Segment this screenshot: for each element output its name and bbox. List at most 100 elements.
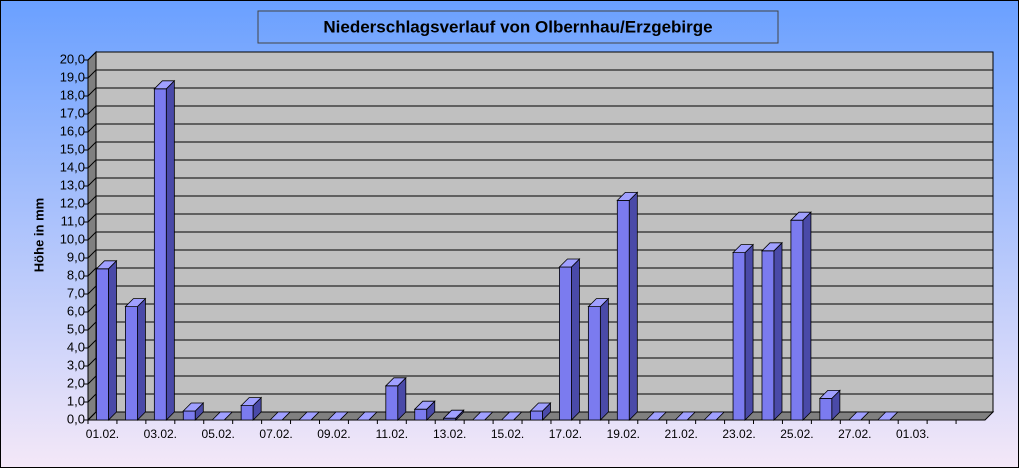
x-tick-label: 01.02.: [86, 427, 119, 441]
bar-front: [790, 219, 804, 421]
bar-top: [153, 80, 176, 90]
bar-side: [744, 243, 754, 421]
bar-front: [385, 385, 399, 421]
bar: [645, 411, 668, 421]
bar: [616, 191, 639, 421]
x-tick-label: 19.02.: [607, 427, 640, 441]
bar-top: [240, 397, 263, 407]
grid-line: [87, 213, 97, 223]
grid-line: [87, 87, 97, 97]
bar-top: [182, 402, 205, 412]
x-tick-label: 13.02.: [433, 427, 466, 441]
bar-top: [471, 411, 494, 421]
grid-line: [87, 339, 97, 349]
grid-line: [87, 123, 97, 133]
bar-top: [529, 402, 552, 412]
y-tick-label: 17,0: [60, 105, 85, 120]
bar-front: [732, 252, 746, 421]
bar-top: [616, 191, 639, 201]
y-tick-label: 4,0: [67, 339, 85, 354]
bar-top: [645, 411, 668, 421]
bar-front: [530, 410, 543, 421]
bar: [847, 411, 870, 421]
grid-line: [87, 375, 97, 385]
bar-front: [819, 397, 833, 421]
bar-front: [240, 405, 254, 421]
y-tick-label: 7,0: [67, 285, 85, 300]
grid-line: [87, 357, 97, 367]
x-tick-label: 01.03.: [896, 427, 929, 441]
grid-line: [87, 177, 97, 187]
bar: [876, 411, 899, 421]
y-axis-label: Höhe in mm: [31, 198, 46, 272]
grid-line: [87, 303, 97, 313]
grid-line: [87, 231, 97, 241]
bar: [298, 411, 320, 421]
bar-top: [269, 411, 292, 421]
bar-front: [125, 306, 138, 421]
bar: [442, 409, 465, 421]
bar-top: [558, 258, 581, 268]
bar-top: [355, 411, 378, 421]
bar-top: [674, 411, 697, 421]
grid-line: [87, 411, 97, 421]
bar-front: [761, 250, 775, 421]
bar: [413, 400, 436, 421]
bar-top: [500, 411, 523, 421]
bar-top: [847, 411, 870, 421]
bar-top: [211, 411, 234, 421]
bar: [153, 79, 176, 421]
bar-top: [124, 298, 147, 308]
bar-top: [413, 400, 436, 410]
bar-side: [108, 259, 117, 421]
y-tick-label: 3,0: [67, 357, 85, 372]
bar-top: [732, 244, 755, 254]
bar: [703, 411, 726, 421]
bar-front: [153, 88, 167, 421]
y-tick-label: 1,0: [67, 393, 85, 408]
bar: [732, 243, 755, 421]
bar: [269, 411, 292, 421]
bar: [587, 297, 610, 421]
x-tick-label: 23.02.: [722, 427, 755, 441]
bar: [182, 402, 205, 421]
bar-side: [571, 258, 580, 421]
bar-front: [182, 410, 196, 421]
bar-front: [559, 266, 572, 421]
bar-top: [703, 411, 726, 421]
bar-top: [95, 260, 118, 270]
bar-top: [326, 411, 349, 421]
bar-top: [384, 377, 407, 387]
bar-front: [587, 306, 601, 421]
x-tick-label: 27.02.: [838, 427, 871, 441]
bar-top: [298, 411, 320, 421]
bar-side: [628, 191, 638, 421]
grid-line: [87, 285, 97, 295]
x-tick-label: 07.02.: [259, 427, 292, 441]
x-tick-label: 03.02.: [144, 427, 177, 441]
bar: [240, 396, 263, 421]
y-tick-label: 18,0: [60, 87, 85, 102]
bar-top: [818, 389, 841, 399]
bar-side: [165, 79, 175, 421]
bar-side: [773, 241, 783, 421]
bar: [529, 402, 552, 421]
bar: [326, 411, 349, 421]
bar: [95, 259, 118, 421]
bar: [384, 376, 407, 421]
grid-line: [87, 195, 97, 205]
x-tick-label: 11.02.: [376, 427, 408, 441]
bar-top: [442, 409, 465, 419]
bar-top: [587, 298, 610, 308]
grid-line: [87, 69, 97, 79]
bar: [818, 389, 841, 421]
grid-line: [87, 267, 97, 277]
y-tick-label: 6,0: [67, 303, 85, 318]
y-tick-label: 12,0: [60, 195, 85, 210]
x-tick-label: 09.02.: [317, 427, 350, 441]
x-tick-label: 25.02.: [780, 427, 813, 441]
y-tick-label: 14,0: [60, 159, 85, 174]
x-tick-label: 17.02.: [549, 427, 582, 441]
bar: [211, 411, 234, 421]
title-box: [257, 10, 779, 44]
